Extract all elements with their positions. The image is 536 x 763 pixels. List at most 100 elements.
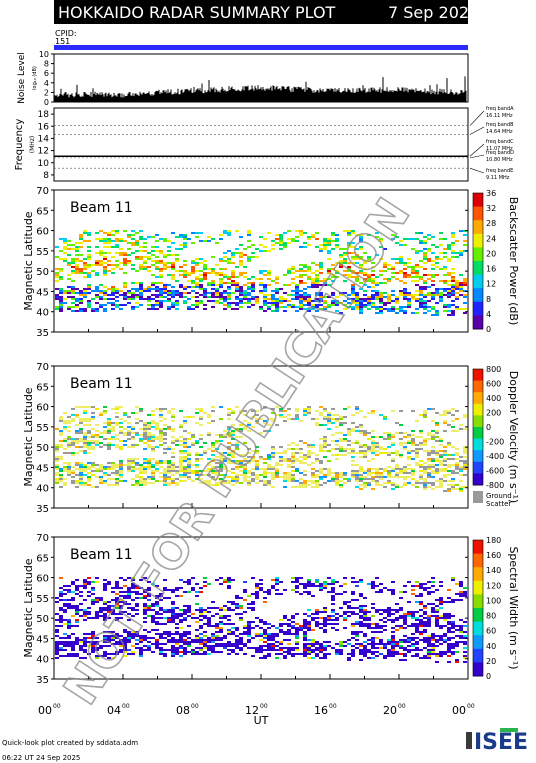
heatmap-cell xyxy=(147,605,151,607)
heatmap-cell xyxy=(343,591,347,593)
heatmap-cell xyxy=(263,655,267,657)
heatmap-cell xyxy=(227,408,231,410)
heatmap-cell xyxy=(243,266,247,268)
heatmap-cell xyxy=(359,410,363,412)
heatmap-cell xyxy=(283,631,287,633)
heatmap-cell xyxy=(415,250,419,252)
heatmap-cell xyxy=(423,639,427,641)
heatmap-cell xyxy=(327,412,331,414)
heatmap-cell xyxy=(259,282,263,284)
heatmap-cell xyxy=(447,314,451,316)
heatmap-cell xyxy=(363,617,367,619)
heatmap-cell xyxy=(227,258,231,260)
heatmap-cell xyxy=(443,306,447,308)
heatmap-cell xyxy=(359,236,363,238)
heatmap-cell xyxy=(163,408,167,410)
heatmap-cell xyxy=(163,643,167,645)
heatmap-cell xyxy=(255,587,259,589)
heatmap-cell xyxy=(275,589,279,591)
heatmap-cell xyxy=(75,298,79,300)
heatmap-cell xyxy=(67,278,71,280)
heatmap-cell xyxy=(427,486,431,488)
heatmap-cell xyxy=(167,619,171,621)
heatmap-cell xyxy=(395,454,399,456)
heatmap-cell xyxy=(119,460,123,462)
heatmap-cell xyxy=(327,296,331,298)
heatmap-cell xyxy=(239,617,243,619)
heatmap-cell xyxy=(115,597,119,599)
heatmap-cell xyxy=(123,611,127,613)
heatmap-cell xyxy=(299,282,303,284)
heatmap-cell xyxy=(187,454,191,456)
heatmap-cell xyxy=(247,641,251,643)
heatmap-cell xyxy=(235,466,239,468)
heatmap-cell xyxy=(435,605,439,607)
heatmap-cell xyxy=(131,242,135,244)
heatmap-cell xyxy=(431,577,435,579)
heatmap-cell xyxy=(159,296,163,298)
heatmap-cell xyxy=(111,428,115,430)
heatmap-cell xyxy=(87,581,91,583)
heatmap-cell xyxy=(135,633,139,635)
heatmap-cell xyxy=(235,430,239,432)
heatmap-cell xyxy=(363,647,367,649)
heatmap-cell xyxy=(75,641,79,643)
heatmap-cell xyxy=(175,482,179,484)
heatmap-cell xyxy=(439,300,443,302)
heatmap-cell xyxy=(131,268,135,270)
heatmap-cell xyxy=(103,617,107,619)
heatmap-cell xyxy=(199,446,203,448)
heatmap-cell xyxy=(75,272,79,274)
heatmap-cell xyxy=(395,242,399,244)
heatmap-cell xyxy=(147,236,151,238)
heatmap-cell xyxy=(459,252,463,254)
heatmap-cell xyxy=(127,434,131,436)
heatmap-cell xyxy=(363,484,367,486)
heatmap-cell xyxy=(103,430,107,432)
heatmap-cell xyxy=(379,296,383,298)
heatmap-cell xyxy=(235,282,239,284)
heatmap-cell xyxy=(83,440,87,442)
heatmap-cell xyxy=(59,432,63,434)
heatmap-cell xyxy=(311,444,315,446)
heatmap-cell xyxy=(451,478,455,480)
heatmap-cell xyxy=(71,286,75,288)
heatmap-cell xyxy=(455,284,459,286)
heatmap-cell xyxy=(83,276,87,278)
heatmap-cell xyxy=(171,462,175,464)
heatmap-cell xyxy=(195,635,199,637)
freq-ytick-label: 16 xyxy=(38,122,50,132)
heatmap-cell xyxy=(171,637,175,639)
heatmap-cell xyxy=(375,623,379,625)
heatmap-cell xyxy=(67,462,71,464)
heatmap-cell xyxy=(179,462,183,464)
heatmap-cell xyxy=(435,432,439,434)
heatmap-cell xyxy=(435,440,439,442)
heatmap-cell xyxy=(135,585,139,587)
heatmap-cell xyxy=(199,611,203,613)
heatmap-cell xyxy=(459,599,463,601)
heatmap-cell xyxy=(307,585,311,587)
heatmap-cell xyxy=(195,278,199,280)
heatmap-cell xyxy=(271,448,275,450)
heatmap-cell xyxy=(139,428,143,430)
heatmap-cell xyxy=(391,434,395,436)
heatmap-cell xyxy=(431,450,435,452)
heatmap-cell xyxy=(179,476,183,478)
heatmap-cell xyxy=(187,298,191,300)
heatmap-cell xyxy=(351,591,355,593)
heatmap-cell xyxy=(123,284,127,286)
heatmap-cell xyxy=(411,649,415,651)
heatmap-cell xyxy=(315,460,319,462)
heatmap-cell xyxy=(63,619,67,621)
heatmap-cell xyxy=(127,595,131,597)
heatmap-cell xyxy=(55,446,59,448)
heatmap-cell xyxy=(351,242,355,244)
heatmap-cell xyxy=(235,436,239,438)
heatmap-cell xyxy=(451,268,455,270)
heatmap-cell xyxy=(375,470,379,472)
heatmap-cell xyxy=(71,599,75,601)
heatmap-cell xyxy=(287,458,291,460)
heatmap-cell xyxy=(303,643,307,645)
heatmap-cell xyxy=(231,280,235,282)
